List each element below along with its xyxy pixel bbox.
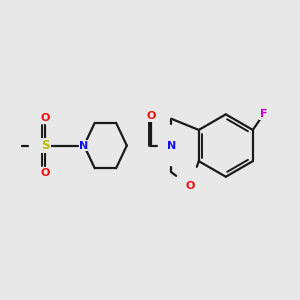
Text: O: O <box>41 168 50 178</box>
Text: N: N <box>167 140 176 151</box>
Text: O: O <box>147 111 156 121</box>
Text: O: O <box>185 181 195 191</box>
Text: F: F <box>260 109 267 119</box>
Text: S: S <box>41 139 50 152</box>
Text: N: N <box>80 140 88 151</box>
Text: O: O <box>41 113 50 123</box>
